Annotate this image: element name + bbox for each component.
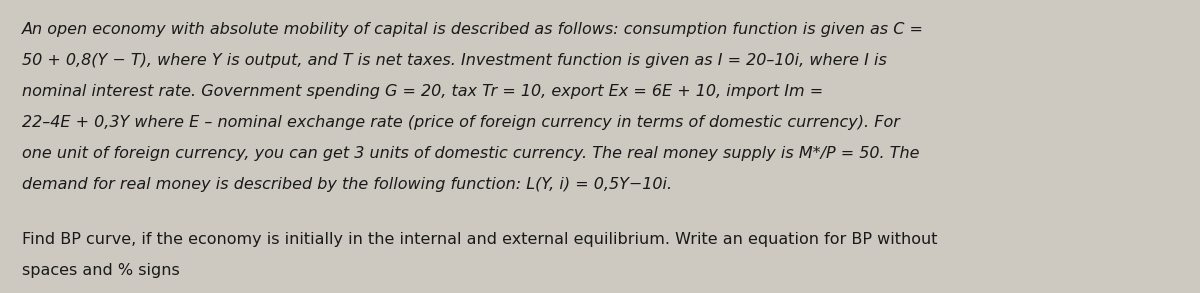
Text: An open economy with absolute mobility of capital is described as follows: consu: An open economy with absolute mobility o… [22,22,924,37]
Text: 22–4E + 0,3Y where E – nominal exchange rate (price of foreign currency in terms: 22–4E + 0,3Y where E – nominal exchange … [22,115,900,130]
Text: spaces and % signs: spaces and % signs [22,263,180,278]
Text: Find BP curve, if the economy is initially in the internal and external equilibr: Find BP curve, if the economy is initial… [22,232,937,247]
Text: demand for real money is described by the following function: L(Y, i) = 0,5Y−10i: demand for real money is described by th… [22,177,672,192]
Text: 50 + 0,8(Y − T), where Y is output, and T is net taxes. Investment function is g: 50 + 0,8(Y − T), where Y is output, and … [22,53,887,68]
Text: nominal interest rate. Government spending G = 20, tax Tr = 10, export Ex = 6E +: nominal interest rate. Government spendi… [22,84,823,99]
Text: one unit of foreign currency, you can get 3 units of domestic currency. The real: one unit of foreign currency, you can ge… [22,146,919,161]
